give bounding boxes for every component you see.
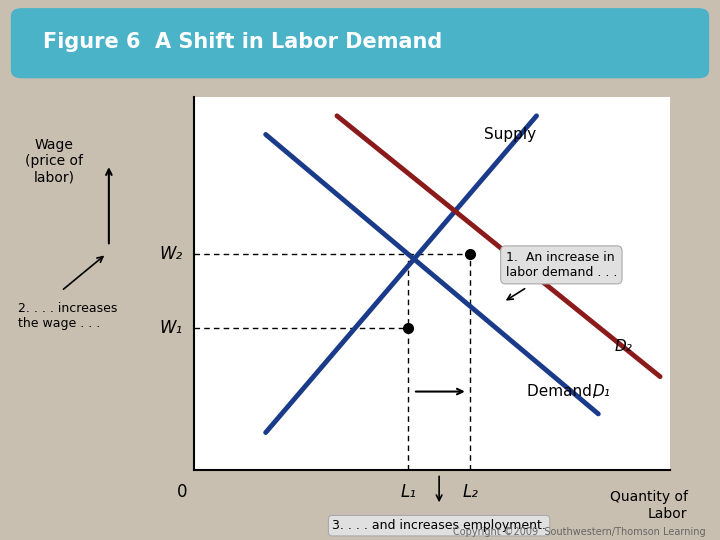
Text: D₁: D₁: [592, 384, 610, 399]
Text: D₂: D₂: [615, 339, 633, 354]
Text: L₂: L₂: [462, 483, 478, 501]
Text: Figure 6  A Shift in Labor Demand: Figure 6 A Shift in Labor Demand: [43, 32, 443, 52]
Text: Wage
(price of
labor): Wage (price of labor): [25, 138, 83, 184]
Text: 0: 0: [177, 483, 188, 501]
Text: Copyright ©2009  Southwestern/Thomson Learning: Copyright ©2009 Southwestern/Thomson Lea…: [453, 527, 706, 537]
Text: 1.  An increase in
labor demand . . .: 1. An increase in labor demand . . .: [505, 251, 617, 279]
Text: Demand,: Demand,: [527, 384, 602, 399]
Text: 2. . . . increases
the wage . . .: 2. . . . increases the wage . . .: [18, 302, 117, 330]
Text: Quantity of
Labor: Quantity of Labor: [610, 490, 688, 521]
Text: 3. . . . and increases employment.: 3. . . . and increases employment.: [332, 519, 546, 532]
Text: Supply: Supply: [485, 127, 536, 142]
Text: W₁: W₁: [159, 319, 183, 337]
Text: L₁: L₁: [400, 483, 416, 501]
Text: W₂: W₂: [159, 245, 183, 262]
